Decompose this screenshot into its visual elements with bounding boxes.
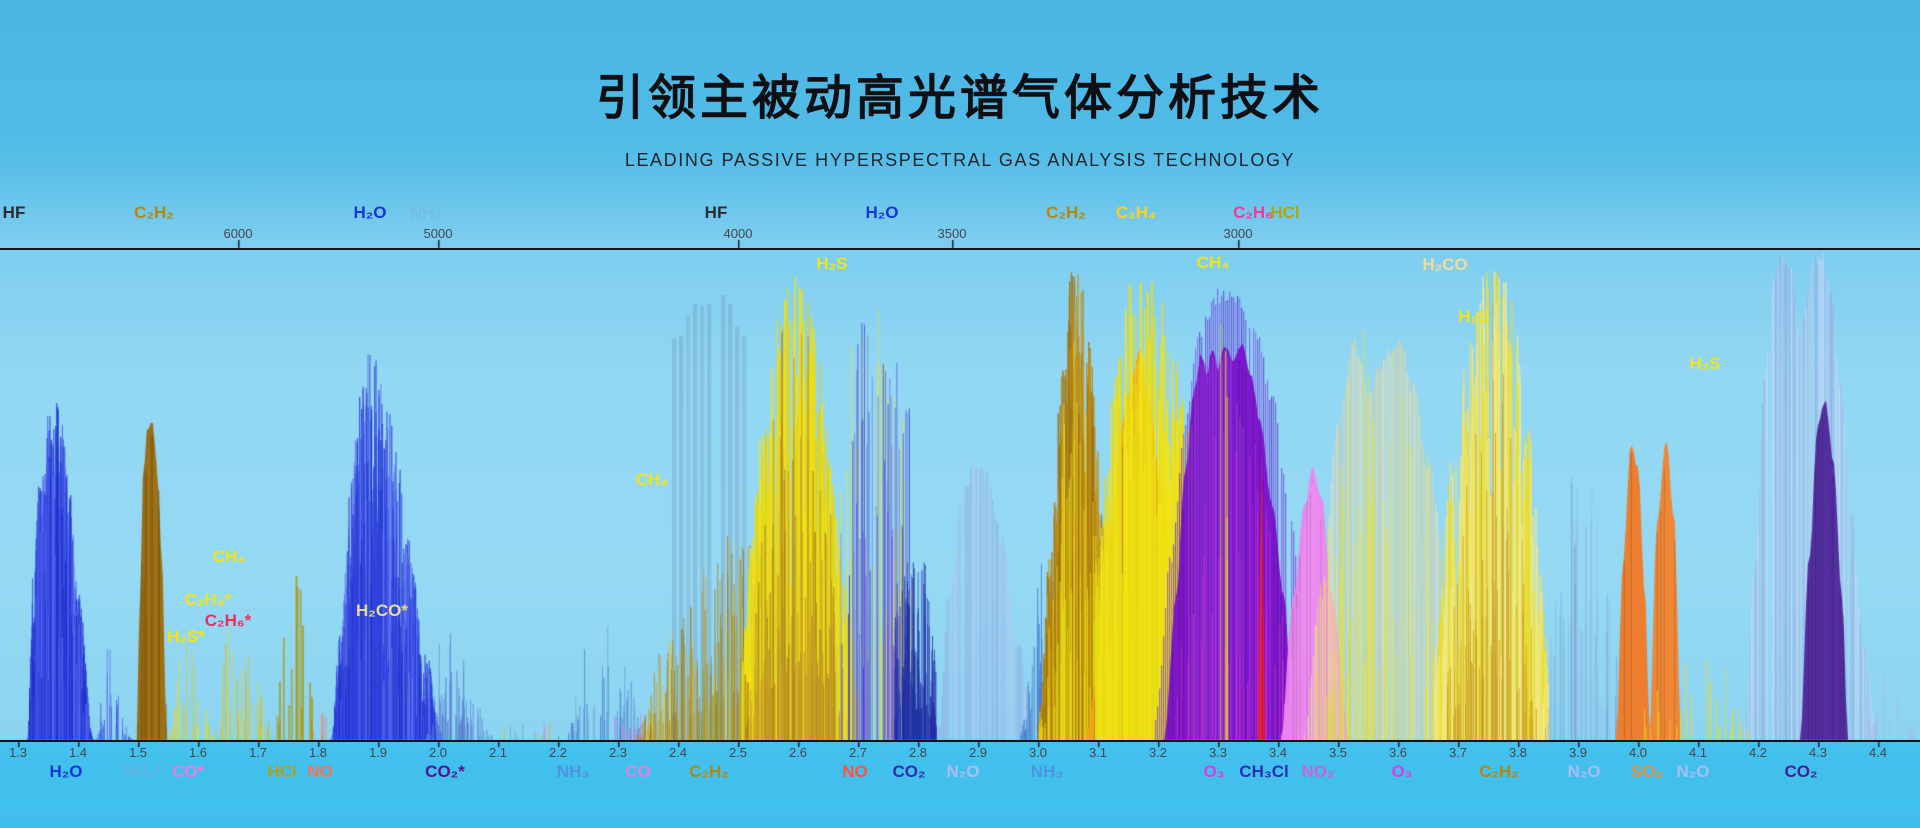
top-gas-label: H₂O: [865, 203, 899, 222]
top-gas-label: C₂H₄: [1115, 203, 1157, 222]
wavelength-tick-label: 1.5: [128, 745, 148, 760]
wavelength-tick-label: 2.3: [608, 745, 628, 760]
wavelength-tick-label: 2.1: [488, 745, 508, 760]
wavelength-tick-label: 4.2: [1748, 745, 1768, 760]
top-gas-label: HF: [2, 203, 26, 222]
top-gas-label: C₂H₂: [1046, 203, 1086, 222]
bottom-gas-label: N₂O: [1676, 762, 1710, 781]
bottom-gas-label: O₃: [1203, 762, 1225, 781]
bottom-gas-label: O₂: [0, 763, 2, 780]
wavelength-tick-label: 3.6: [1388, 745, 1408, 760]
bottom-gas-label: C₂H₂: [1479, 762, 1519, 781]
plot-gas-label: CH₄: [212, 547, 246, 566]
bottom-gas-label: SO₂: [1630, 762, 1664, 781]
bottom-gas-label: NO: [842, 762, 868, 781]
bottom-gas-label: C₂H₂: [689, 762, 729, 781]
plot-gas-label: H₂S*: [167, 627, 205, 646]
top-gas-label: HCl: [1270, 203, 1300, 222]
plot-gas-label: H₂CO*: [356, 601, 408, 620]
wavenumber-tick-label: 3500: [937, 226, 967, 241]
wavenumber-tick-label: 4000: [723, 226, 753, 241]
bottom-axis-line: [0, 740, 1920, 742]
wavelength-tick-label: 2.8: [908, 745, 928, 760]
wavelength-tick-label: 2.0: [428, 745, 448, 760]
wavelength-tick-label: 3.4: [1268, 745, 1288, 760]
wavelength-tick-label: 2.5: [728, 745, 748, 760]
top-gas-label: C₂H₆: [1233, 203, 1273, 222]
plot-gas-label: C₂H₆*: [204, 611, 252, 630]
wavenumber-tick-label: 3000: [1223, 226, 1253, 241]
wavelength-tick-label: 3.2: [1148, 745, 1168, 760]
plot-gas-label: H₂CO: [1422, 255, 1468, 274]
wavelength-tick-label: 2.4: [668, 745, 688, 760]
bottom-gas-label: CO: [625, 762, 651, 781]
top-gas-label: HF: [704, 203, 728, 222]
bottom-gas-label: N₂O: [1567, 762, 1601, 781]
bottom-gas-label: NO: [307, 762, 333, 781]
wavelength-tick-label: 3.7: [1448, 745, 1468, 760]
wavelength-tick-label: 3.1: [1088, 745, 1108, 760]
bottom-gas-label: NH₃: [1030, 762, 1064, 781]
wavelength-tick-label: 4.0: [1628, 745, 1648, 760]
top-gas-label: H₂O: [353, 203, 387, 222]
wavelength-tick-label: 2.7: [848, 745, 868, 760]
wavenumber-tick-label: 5000: [423, 226, 453, 241]
plot-gas-label: H₂S: [816, 254, 848, 273]
bottom-gas-label: NO₂: [1301, 762, 1335, 781]
bottom-gas-label: H₂O: [49, 762, 83, 781]
wavelength-tick-label: 2.6: [788, 745, 808, 760]
wavelength-tick-label: 3.8: [1508, 745, 1528, 760]
wavelength-tick-label: 3.3: [1208, 745, 1228, 760]
bottom-gas-label: NH₃*: [123, 762, 163, 781]
wavelength-tick-label: 1.6: [188, 745, 208, 760]
bottom-gas-label: CO₂: [892, 762, 926, 781]
plot-gas-label: CH₄: [1196, 253, 1230, 272]
wavelength-tick-label: 3.5: [1328, 745, 1348, 760]
wavelength-tick-label: 1.3: [8, 745, 28, 760]
wavelength-tick-label: 2.9: [968, 745, 988, 760]
bottom-gas-label: NH₃: [556, 762, 590, 781]
wavelength-tick-label: 1.4: [68, 745, 88, 760]
bottom-gas-label: N₂O: [946, 762, 980, 781]
wavelength-tick-label: 4.4: [1868, 745, 1888, 760]
bottom-gas-label: CO₂*: [425, 762, 465, 781]
top-gas-label: NH₃: [409, 203, 443, 222]
wavelength-tick-label: 3.0: [1028, 745, 1048, 760]
bottom-gas-label: CH₃Cl: [1239, 762, 1289, 781]
plot-gas-label: C₂H₄*: [184, 590, 232, 609]
bottom-gas-label: CO*: [171, 762, 205, 781]
plot-gas-label: H₂S: [1458, 307, 1490, 326]
wavelength-tick-label: 2.2: [548, 745, 568, 760]
top-gas-label: C₂H₂: [134, 203, 174, 222]
bottom-gas-label: CO₂: [1784, 762, 1818, 781]
wavelength-tick-label: 1.7: [248, 745, 268, 760]
wavelength-tick-label: 3.9: [1568, 745, 1588, 760]
wavelength-tick-label: 1.9: [368, 745, 388, 760]
bottom-gas-label: O₃: [1391, 762, 1413, 781]
plot-gas-label: H₂S: [1689, 354, 1721, 373]
wavelength-tick-label: 1.8: [308, 745, 328, 760]
top-axis-line: [0, 248, 1920, 250]
bottom-gas-label: HCl: [267, 762, 297, 781]
wavelength-tick-label: 4.1: [1688, 745, 1708, 760]
wavelength-tick-label: 4.3: [1808, 745, 1828, 760]
plot-gas-label: CH₄: [635, 470, 669, 489]
wavenumber-tick-label: 6000: [223, 226, 253, 241]
